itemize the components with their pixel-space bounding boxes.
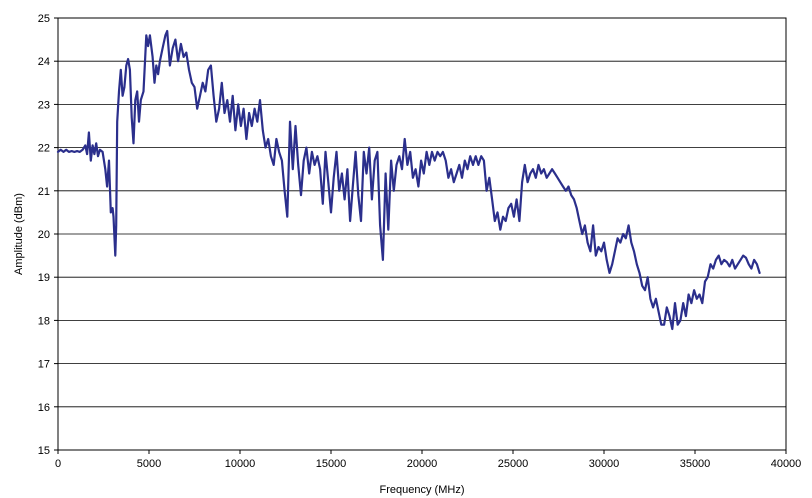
y-tick-label: 18 xyxy=(38,315,50,327)
y-axis-ticks: 15 16 17 18 19 20 21 22 23 24 25 xyxy=(38,13,58,457)
y-tick-label: 16 xyxy=(38,402,50,414)
series-line xyxy=(56,29,761,331)
y-tick-label: 15 xyxy=(38,445,50,457)
y-tick-label: 19 xyxy=(38,272,50,284)
x-tick-label: 15000 xyxy=(316,458,347,470)
grid-lines xyxy=(58,60,786,408)
x-tick-label: 25000 xyxy=(498,458,529,470)
x-tick-label: 35000 xyxy=(680,458,711,470)
y-tick-label: 22 xyxy=(38,143,50,155)
y-tick-label: 24 xyxy=(38,56,50,68)
y-axis-label: Amplitude (dBm) xyxy=(13,193,25,275)
y-tick-label: 25 xyxy=(38,13,50,25)
x-tick-label: 30000 xyxy=(589,458,620,470)
y-tick-label: 17 xyxy=(38,359,50,371)
y-tick-label: 21 xyxy=(38,186,50,198)
x-tick-label: 5000 xyxy=(137,458,161,470)
x-tick-label: 0 xyxy=(55,458,61,470)
x-tick-label: 40000 xyxy=(771,458,802,470)
y-tick-label: 20 xyxy=(38,229,50,241)
x-tick-label: 20000 xyxy=(407,458,438,470)
x-axis-label: Frequency (MHz) xyxy=(380,484,465,496)
x-tick-label: 10000 xyxy=(225,458,256,470)
x-axis-ticks: 0 5000 10000 15000 20000 25000 30000 35000 40000 xyxy=(55,450,801,470)
y-tick-label: 23 xyxy=(38,99,50,111)
